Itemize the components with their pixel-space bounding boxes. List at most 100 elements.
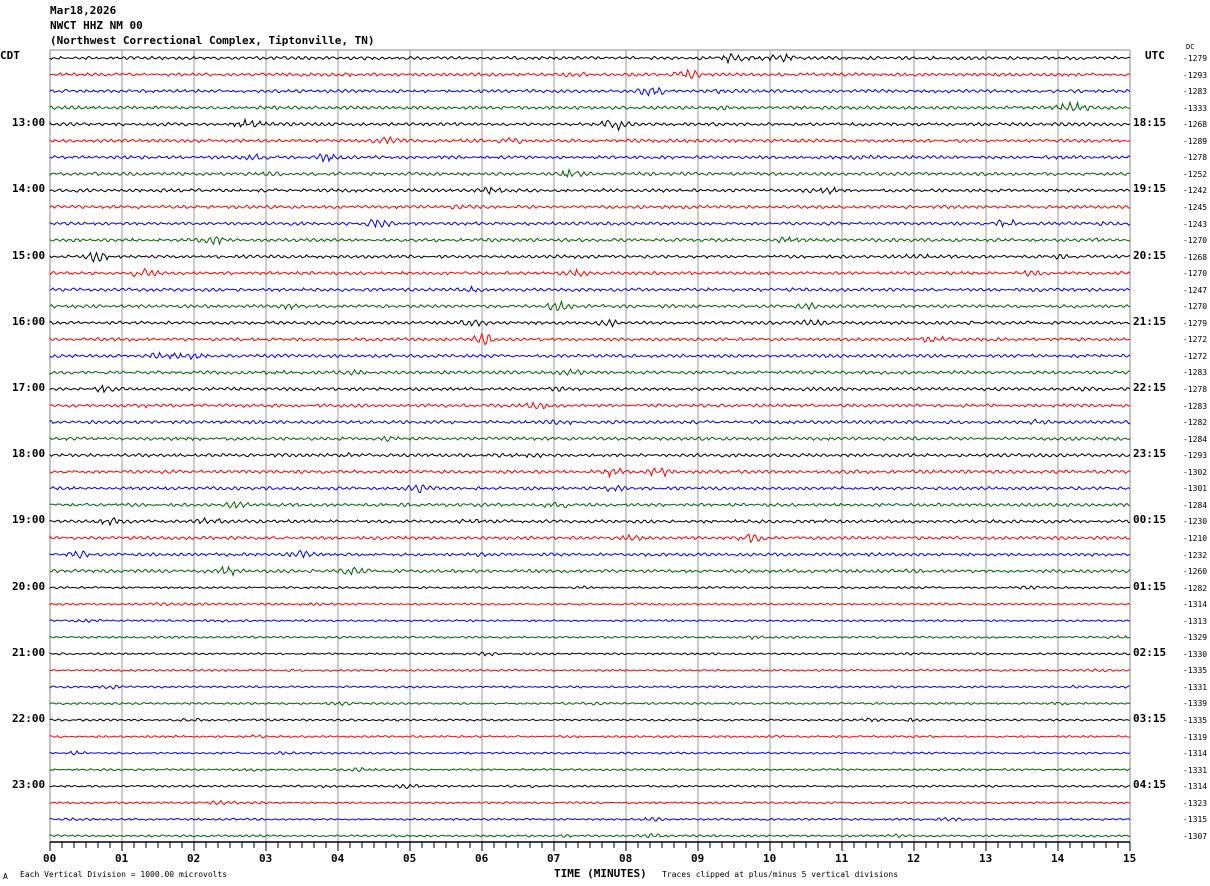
- seismic-trace: [49, 466, 1131, 479]
- dc-offset-label: -1315: [1183, 815, 1208, 825]
- dc-offset-label: -1333: [1183, 103, 1208, 113]
- x-tick-label: 04: [331, 852, 345, 865]
- x-tick-label: 12: [907, 852, 921, 865]
- x-tick-label: 07: [547, 852, 561, 865]
- utc-hour-label: 02:15: [1133, 645, 1167, 659]
- seismic-trace: [49, 602, 1131, 607]
- dc-offset-label: -1329: [1183, 633, 1208, 643]
- dc-offset-label: -1314: [1183, 782, 1208, 792]
- utc-hour-label: 03:15: [1133, 712, 1167, 725]
- dc-offset-label: -1270: [1183, 269, 1208, 279]
- dc-offset-label: -1282: [1183, 418, 1208, 428]
- cdt-hour-label: 20:00: [12, 579, 46, 593]
- dc-offset-label: -1302: [1183, 467, 1208, 477]
- seismic-trace: [49, 299, 1131, 312]
- dc-offset-label: -1278: [1183, 153, 1208, 163]
- seismic-trace: [49, 418, 1131, 426]
- dc-offset-label: -1323: [1183, 798, 1208, 808]
- seismic-trace: [49, 218, 1131, 229]
- seismic-trace: [49, 451, 1131, 459]
- corner-mark: A: [3, 872, 8, 881]
- seismic-trace: [49, 500, 1131, 509]
- seismic-trace: [49, 668, 1131, 673]
- seismic-trace: [49, 585, 1131, 590]
- dc-offset-label: -1245: [1183, 202, 1208, 212]
- seismic-trace: [49, 701, 1131, 707]
- dc-offset-label: -1247: [1183, 285, 1208, 295]
- seismic-trace: [49, 318, 1131, 328]
- utc-hour-label: 22:15: [1133, 381, 1167, 394]
- utc-hour-label: 23:15: [1133, 447, 1167, 461]
- seismic-trace: [49, 250, 1131, 263]
- seismic-trace: [49, 332, 1130, 346]
- cdt-hour-label: 13:00: [12, 116, 46, 130]
- scale-note: Each Vertical Division = 1000.00 microvo…: [20, 870, 228, 879]
- seismic-trace: [49, 400, 1131, 410]
- dc-offset-label: -1331: [1183, 765, 1208, 775]
- cdt-hour-label: 17:00: [12, 381, 46, 394]
- seismic-trace: [49, 186, 1131, 195]
- seismic-trace: [49, 717, 1131, 723]
- x-tick-label: 08: [619, 852, 633, 865]
- seismic-trace: [49, 816, 1131, 822]
- cdt-hour-label: 15:00: [12, 248, 46, 262]
- dc-offset-label: -1284: [1183, 500, 1208, 510]
- seismic-trace: [49, 204, 1130, 210]
- cdt-hour-label: 18:00: [12, 447, 46, 461]
- seismic-trace: [49, 799, 1131, 806]
- seismic-trace: [49, 68, 1131, 80]
- cdt-hour-label: 22:00: [12, 712, 46, 725]
- seismic-trace: [49, 117, 1131, 132]
- seismic-trace: [49, 766, 1131, 773]
- dc-offset-label: -1270: [1183, 236, 1208, 246]
- seismic-trace: [49, 136, 1131, 145]
- utc-hour-label: 00:15: [1133, 513, 1167, 527]
- x-tick-label: 05: [403, 852, 417, 865]
- seismic-trace: [49, 168, 1131, 178]
- dc-offset-label: -1242: [1183, 186, 1208, 196]
- seismic-trace: [49, 384, 1131, 394]
- date-label: Mar18,2026: [50, 4, 117, 17]
- seismic-trace: [49, 285, 1131, 293]
- seismic-trace: [49, 153, 1131, 163]
- dc-offset-label: -1278: [1183, 385, 1208, 394]
- x-tick-label: 03: [259, 852, 273, 865]
- seismic-trace: [49, 368, 1131, 376]
- dc-offset-label: -1270: [1183, 302, 1208, 312]
- dc-offset-label: -1331: [1183, 682, 1208, 692]
- dc-offset-label: -1230: [1183, 517, 1208, 527]
- dc-offset-label: -1272: [1183, 351, 1208, 361]
- seismic-trace: [49, 783, 1131, 790]
- x-axis-title: TIME (MINUTES): [554, 867, 647, 880]
- x-tick-label: 09: [691, 852, 705, 865]
- utc-hour-label: 01:15: [1133, 579, 1167, 593]
- utc-hour-label: 21:15: [1133, 314, 1167, 328]
- dc-offset-label: -1284: [1183, 434, 1208, 444]
- dc-offset-label: -1283: [1183, 401, 1208, 411]
- cdt-hour-label: 16:00: [12, 314, 46, 328]
- utc-hour-label: 18:15: [1133, 116, 1167, 130]
- seismic-trace: [49, 651, 1131, 657]
- seismic-trace: [49, 634, 1131, 641]
- dc-offset-label: -1293: [1183, 451, 1208, 461]
- dc-offset-label: -1210: [1183, 533, 1208, 543]
- dc-offset-label: -1314: [1183, 749, 1208, 759]
- seismic-trace: [49, 435, 1131, 443]
- dc-offset-label: -1232: [1183, 550, 1208, 560]
- right-timezone-label: UTC: [1145, 49, 1165, 62]
- x-tick-label: 00: [43, 852, 57, 865]
- seismic-trace: [49, 749, 1131, 756]
- dc-offset-label: -1335: [1183, 716, 1208, 725]
- left-timezone-label: CDT: [0, 49, 20, 62]
- x-tick-label: 13: [979, 852, 993, 865]
- seismic-trace: [49, 565, 1131, 577]
- dc-offset-label: -1289: [1183, 136, 1208, 146]
- x-tick-label: 11: [835, 852, 849, 865]
- seismic-trace: [49, 52, 1130, 65]
- x-tick-label: 02: [187, 852, 201, 865]
- dc-offset-label: -1335: [1183, 666, 1208, 676]
- utc-hour-label: 20:15: [1133, 248, 1167, 262]
- x-tick-label: 06: [475, 852, 489, 865]
- dc-offset-label: -1283: [1183, 368, 1208, 378]
